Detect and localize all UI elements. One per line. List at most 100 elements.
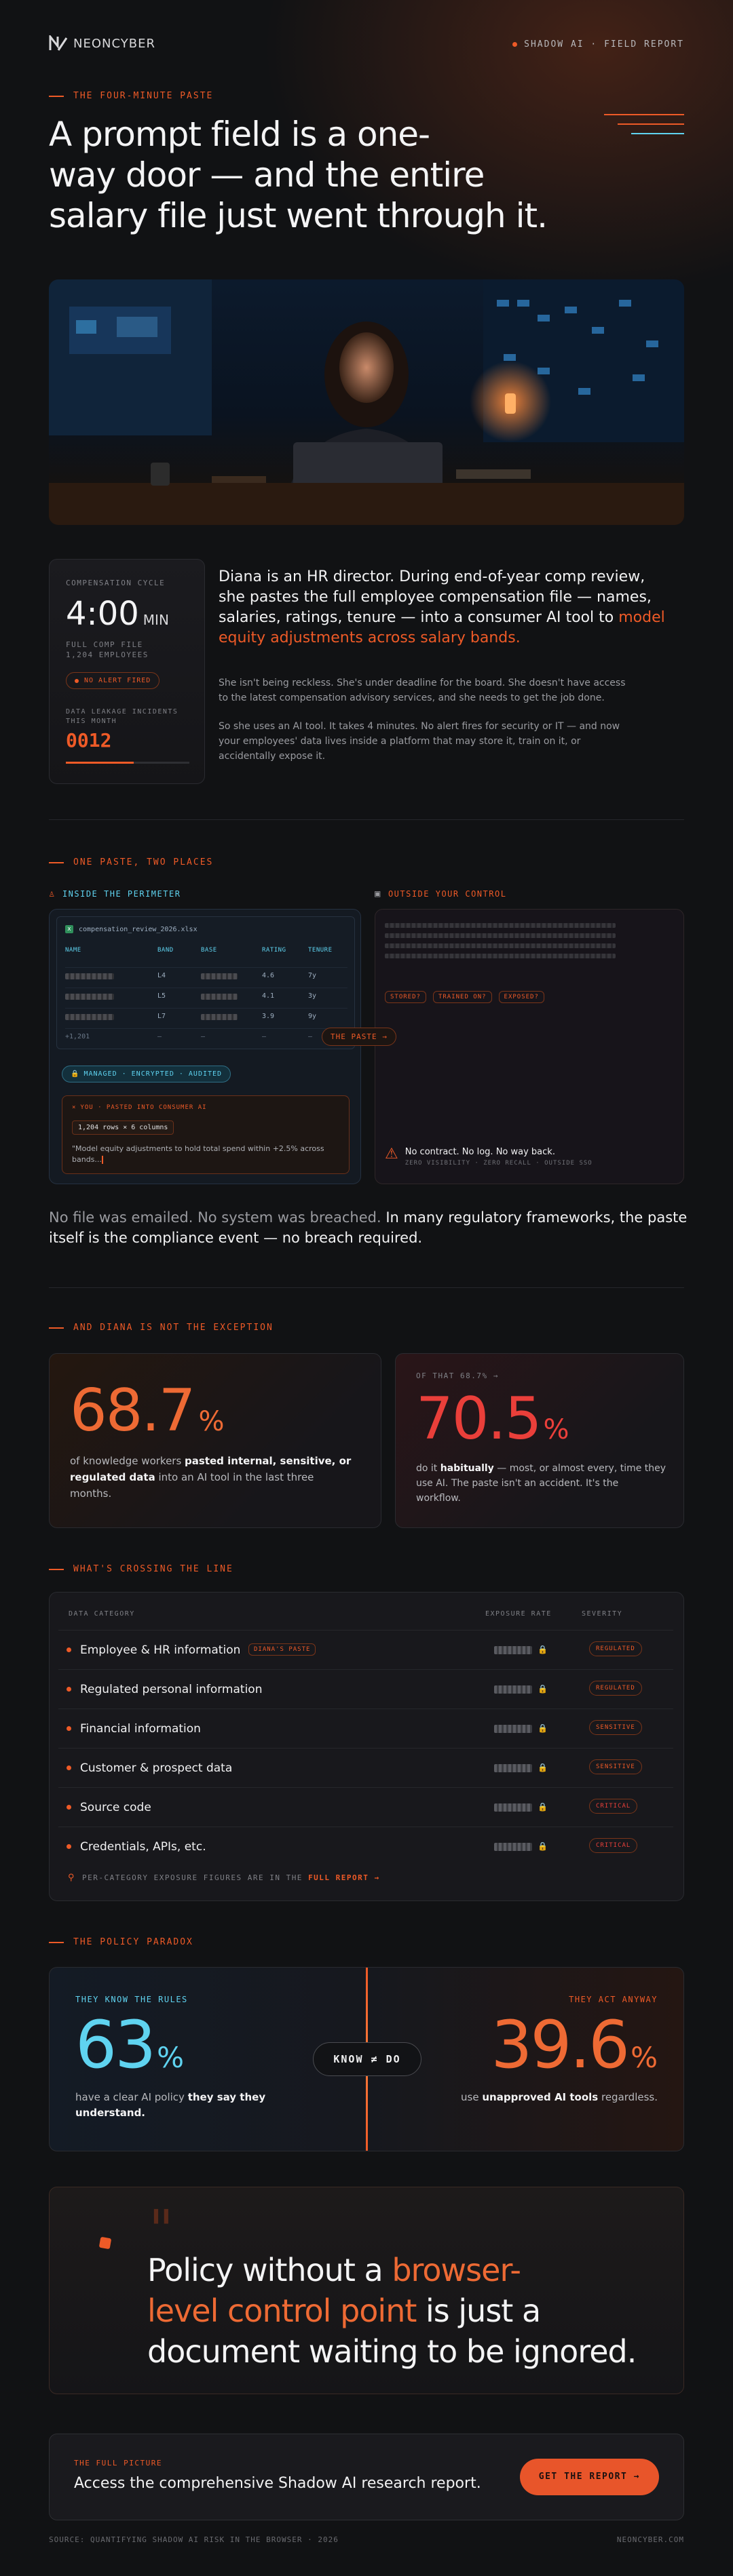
severity-badge: SENSITIVE	[589, 1720, 642, 1735]
warning-subtitle: ZERO VISIBILITY · ZERO RECALL · OUTSIDE …	[405, 1160, 593, 1167]
severity-badge: CRITICAL	[589, 1838, 638, 1853]
full-report-link[interactable]: FULL REPORT →	[308, 1873, 380, 1882]
lock-icon: 🔒	[538, 1763, 548, 1772]
divider	[49, 1287, 684, 1288]
prompt-text[interactable]: "Model equity adjustments to hold total …	[72, 1144, 324, 1164]
footer-site-link[interactable]: NEONCYBER.COM	[616, 2535, 684, 2544]
category-row: Credentials, APIs, etc. 🔒 CRITICAL	[58, 1827, 673, 1866]
outside-question-tags: STORED? TRAINED ON? EXPOSED?	[385, 991, 544, 1003]
redacted-data-block	[385, 923, 670, 958]
severity-badge: SENSITIVE	[589, 1759, 642, 1774]
bullet-icon	[67, 1726, 71, 1731]
tag-trained-on: TRAINED ON?	[432, 991, 492, 1003]
stat-card-70: OF THAT 68.7% → 70.5 % do it habitually …	[395, 1353, 684, 1528]
tag-exposed: EXPOSED?	[498, 991, 544, 1003]
prompt-label: × YOU · PASTED INTO CONSUMER AI	[72, 1104, 207, 1111]
no-alert-badge: NO ALERT FIRED	[66, 672, 160, 689]
exposure-redacted	[494, 1843, 532, 1851]
get-report-button[interactable]: GET THE REPORT →	[519, 2459, 659, 2495]
paradox-kicker: THE POLICY PARADOX	[49, 1937, 193, 1947]
text-cursor	[101, 1156, 103, 1164]
leak-label: DATA LEAKAGE INCIDENTS THIS MONTH	[66, 708, 178, 725]
office-scene-illustration	[49, 279, 684, 525]
exposure-redacted	[494, 1764, 532, 1772]
story-paragraph-2: She isn't being reckless. She's under de…	[219, 678, 626, 703]
brand-logo[interactable]: NEONCYBER	[49, 35, 155, 52]
hero-decor-lines	[604, 114, 684, 134]
sheet-row: L7 3.9 9y	[65, 1008, 347, 1021]
managed-badge: 🔒 MANAGED · ENCRYPTED · AUDITED	[62, 1066, 231, 1082]
category-row: Financial information 🔒 SENSITIVE	[58, 1709, 673, 1748]
spreadsheet-window: x compensation_review_2026.xlsx NAME BAN…	[56, 916, 355, 1049]
exposure-redacted	[494, 1685, 532, 1694]
excel-file-icon: x	[65, 925, 73, 933]
category-row: Employee & HR information DIANA'S PASTE 🔒 R…	[58, 1630, 673, 1669]
severity-badge: CRITICAL	[589, 1799, 638, 1814]
warning-block: ⚠ No contract. No log. No way back. ZERO…	[385, 1147, 593, 1167]
search-icon: ⚲	[68, 1873, 76, 1883]
bullet-icon	[67, 1687, 71, 1692]
tag-stored: STORED?	[385, 991, 426, 1003]
monitor-icon: ▣	[375, 889, 381, 899]
lock-icon: 🔒	[538, 1684, 548, 1694]
category-name: Customer & prospect data	[80, 1761, 233, 1775]
category-name: Financial information	[80, 1722, 201, 1736]
sheet-row-more: +1,201 — — — —	[65, 1028, 347, 1040]
lock-icon: 🔒	[538, 1645, 548, 1654]
hero-photo	[49, 279, 684, 525]
leak-progress-bar	[66, 762, 189, 764]
sheet-row: L4 4.6 7y	[65, 967, 347, 981]
consumer-ai-prompt: × YOU · PASTED INTO CONSUMER AI 1,204 ro…	[62, 1095, 350, 1174]
live-dot-icon	[512, 42, 518, 47]
stat-file: FULL COMP FILE 1,204 EMPLOYEES	[66, 640, 149, 659]
exposure-redacted	[494, 1646, 532, 1654]
warning-title: No contract. No log. No way back.	[405, 1147, 555, 1157]
exposure-redacted	[494, 1725, 532, 1733]
brand-name: NEONCYBER	[73, 36, 155, 51]
prompt-chip: 1,204 rows × 6 columns	[72, 1120, 174, 1135]
file-name[interactable]: x compensation_review_2026.xlsx	[65, 925, 198, 933]
paradox-card: THEY KNOW THE RULES 63 % have a clear AI…	[49, 1967, 684, 2151]
table-footer: ⚲ PER-CATEGORY EXPOSURE FIGURES ARE IN T…	[68, 1873, 380, 1883]
outside-control-label: ▣ OUTSIDE YOUR CONTROL	[375, 889, 507, 899]
quote-mark-icon: "	[149, 2198, 174, 2261]
alert-dot-icon	[75, 678, 79, 683]
quote-card: " Policy without a browser- level contro…	[49, 2187, 684, 2394]
person-icon: ♙	[49, 889, 56, 899]
category-name: Employee & HR information	[80, 1643, 241, 1657]
inside-perimeter-label: ♙ INSIDE THE PERIMETER	[49, 889, 181, 899]
inside-perimeter-card: x compensation_review_2026.xlsx NAME BAN…	[49, 909, 361, 1184]
stat-time: 4:00 MIN	[66, 595, 169, 633]
stat-label: COMPENSATION CYCLE	[66, 579, 166, 587]
divider	[49, 819, 684, 820]
warning-triangle-icon: ⚠	[385, 1146, 398, 1163]
paradox-right-label: THEY ACT ANYWAY	[569, 1995, 658, 2004]
exposure-redacted	[494, 1803, 532, 1812]
close-icon: ×	[72, 1104, 77, 1111]
crossing-kicker: WHAT'S CROSSING THE LINE	[49, 1564, 233, 1574]
severity-badge: REGULATED	[589, 1681, 642, 1696]
severity-badge: REGULATED	[589, 1641, 642, 1656]
category-name: Credentials, APIs, etc.	[80, 1840, 206, 1854]
cta-kicker: THE FULL PICTURE	[74, 2459, 162, 2467]
header-section-label: SHADOW AI · FIELD REPORT	[512, 39, 684, 50]
footer-source: SOURCE: QUANTIFYING SHADOW AI RISK IN TH…	[49, 2535, 339, 2544]
quote-text: Policy without a browser- level control …	[147, 2252, 637, 2370]
exception-kicker: AND DIANA IS NOT THE EXCEPTION	[49, 1323, 274, 1333]
stat-card-68: 68.7 % of knowledge workers pasted inter…	[49, 1353, 381, 1528]
paradox-left-number: 63 %	[75, 2007, 185, 2083]
category-name: Source code	[80, 1801, 151, 1814]
category-row: Regulated personal information 🔒 REGULATED	[58, 1669, 673, 1709]
leak-progress-fill	[66, 762, 134, 764]
lock-icon: 🔒	[538, 1841, 548, 1851]
hero-headline: A prompt field is a one- way door — and …	[49, 115, 548, 235]
paradox-right-number: 39.6 %	[491, 2007, 658, 2083]
hero-kicker: THE FOUR-MINUTE PASTE	[49, 91, 213, 101]
stat-68-number: 68.7 %	[70, 1377, 225, 1445]
stat-68-caption: of knowledge workers pasted internal, se…	[70, 1455, 352, 1500]
paste-arrow-tag: THE PASTE →	[322, 1028, 396, 1046]
stat-70-number: 70.5 %	[416, 1385, 569, 1453]
category-name: Regulated personal information	[80, 1683, 263, 1696]
data-category-table: DATA CATEGORY EXPOSURE RATE SEVERITY	[49, 1592, 684, 1901]
